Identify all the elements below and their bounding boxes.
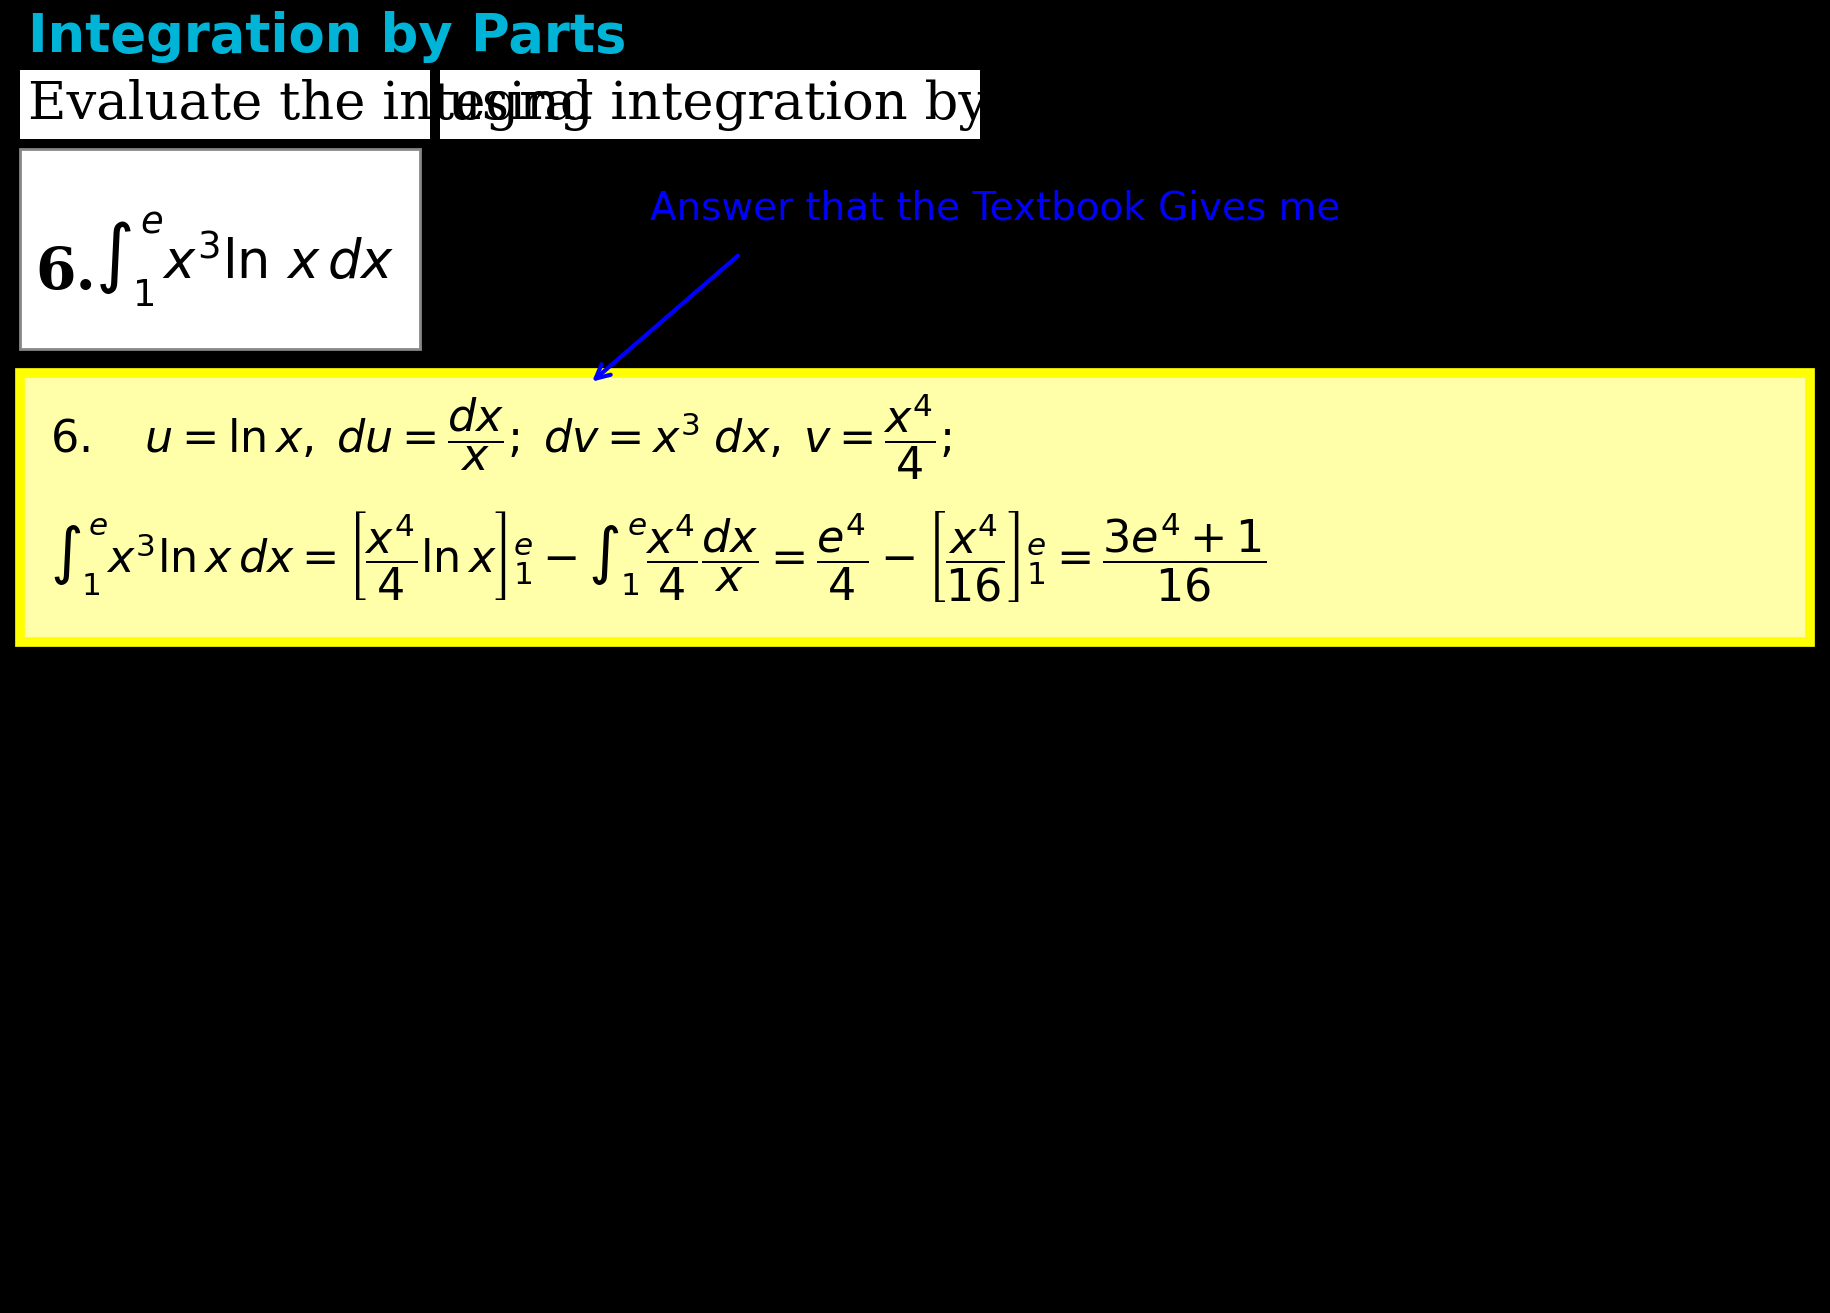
FancyArrowPatch shape	[595, 256, 737, 378]
Text: Integration by Parts: Integration by Parts	[27, 11, 626, 63]
Text: Evaluate the integral: Evaluate the integral	[27, 79, 593, 131]
Text: 6.: 6.	[35, 244, 95, 301]
FancyBboxPatch shape	[439, 70, 979, 139]
FancyBboxPatch shape	[20, 373, 1810, 642]
FancyBboxPatch shape	[20, 9, 450, 70]
Text: using integration by parts.: using integration by parts.	[448, 80, 1160, 131]
FancyBboxPatch shape	[20, 70, 430, 139]
Text: $6.\quad u = \ln x,\; du = \dfrac{dx}{x};\; dv = x^3\; dx,\; v = \dfrac{x^4}{4};: $6.\quad u = \ln x,\; du = \dfrac{dx}{x}…	[49, 391, 950, 482]
Text: $\int_1^e x^3 \ln x\, dx = \left[\dfrac{x^4}{4} \ln x\right]_1^e - \int_1^e \dfr: $\int_1^e x^3 \ln x\, dx = \left[\dfrac{…	[49, 509, 1265, 604]
FancyBboxPatch shape	[20, 150, 419, 348]
Text: Answer that the Textbook Gives me: Answer that the Textbook Gives me	[650, 189, 1340, 227]
Text: $\int_1^e x^3 \ln\, x\, dx$: $\int_1^e x^3 \ln\, x\, dx$	[95, 210, 393, 309]
